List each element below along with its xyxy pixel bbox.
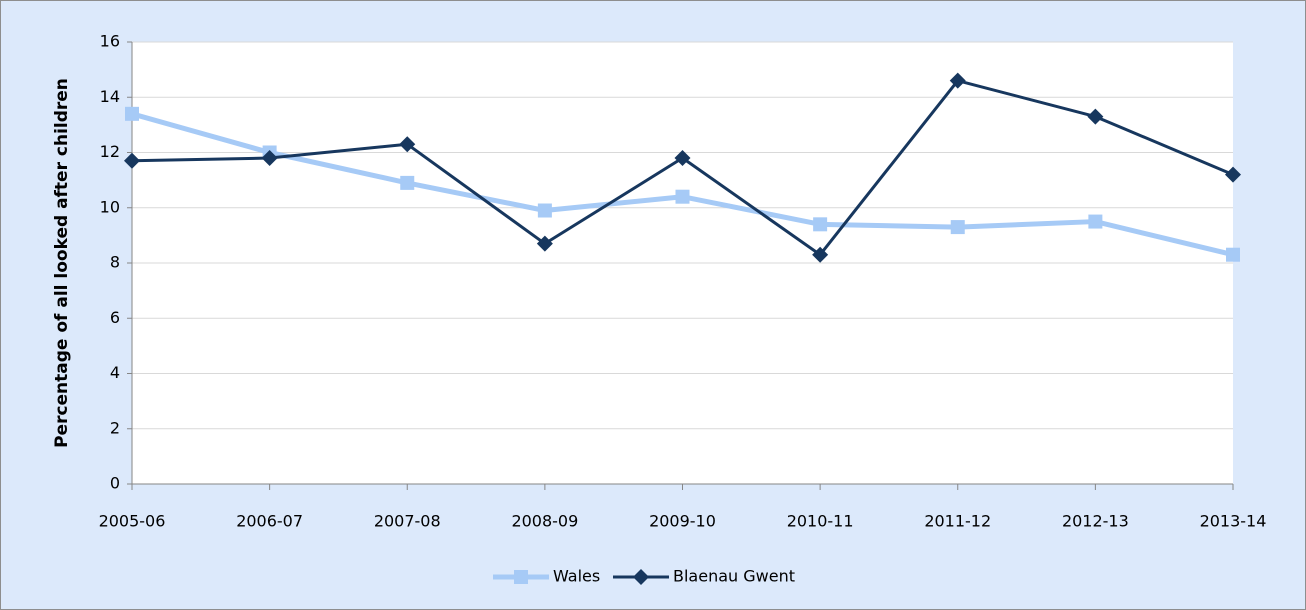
data-point xyxy=(950,220,965,235)
legend-marker xyxy=(633,569,649,585)
data-point xyxy=(399,136,416,153)
data-point xyxy=(812,246,829,263)
data-point xyxy=(1087,108,1104,125)
data-point xyxy=(1226,247,1240,262)
x-tick-label: 2006-07 xyxy=(236,512,303,531)
y-tick-label: 6 xyxy=(110,308,120,327)
y-tick-label: 16 xyxy=(100,32,120,51)
x-tick-label: 2007-08 xyxy=(374,512,441,531)
legend-marker xyxy=(514,570,528,584)
x-tick-label: 2010-11 xyxy=(787,512,854,531)
y-tick-label: 10 xyxy=(100,197,120,216)
x-tick-label: 2009-10 xyxy=(649,512,716,531)
y-tick-label: 8 xyxy=(110,253,120,272)
data-point xyxy=(674,150,691,167)
data-point xyxy=(536,235,553,252)
data-point xyxy=(813,217,828,232)
x-tick-label: 2012-13 xyxy=(1062,512,1129,531)
y-tick-label: 0 xyxy=(110,474,120,493)
data-point xyxy=(1225,166,1241,183)
y-axis-label: Percentage of all looked after children xyxy=(52,78,72,448)
y-tick-label: 2 xyxy=(110,418,120,437)
data-point xyxy=(1088,214,1103,229)
y-tick-label: 14 xyxy=(100,87,120,106)
data-point xyxy=(125,106,139,121)
x-tick-label: 2011-12 xyxy=(924,512,991,531)
data-point xyxy=(949,72,966,89)
legend-label: Blaenau Gwent xyxy=(673,567,795,586)
x-tick-label: 2013-14 xyxy=(1200,512,1267,531)
y-tick-label: 12 xyxy=(100,142,120,161)
legend-label: Wales xyxy=(553,567,600,586)
data-point xyxy=(261,150,278,167)
data-point xyxy=(675,189,690,204)
data-point xyxy=(537,203,552,218)
x-tick-label: 2008-09 xyxy=(511,512,578,531)
data-point xyxy=(124,152,140,169)
data-point xyxy=(400,175,415,190)
x-tick-label: 2005-06 xyxy=(99,512,166,531)
y-tick-label: 4 xyxy=(110,363,120,382)
